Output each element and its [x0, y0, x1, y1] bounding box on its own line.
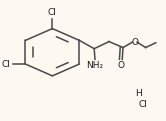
Text: NH₂: NH₂	[86, 60, 104, 69]
Text: O: O	[131, 38, 138, 47]
Text: H: H	[135, 89, 142, 98]
Text: Cl: Cl	[48, 8, 57, 17]
Text: O: O	[117, 61, 124, 70]
Text: Cl: Cl	[2, 60, 11, 69]
Text: Cl: Cl	[138, 100, 147, 109]
